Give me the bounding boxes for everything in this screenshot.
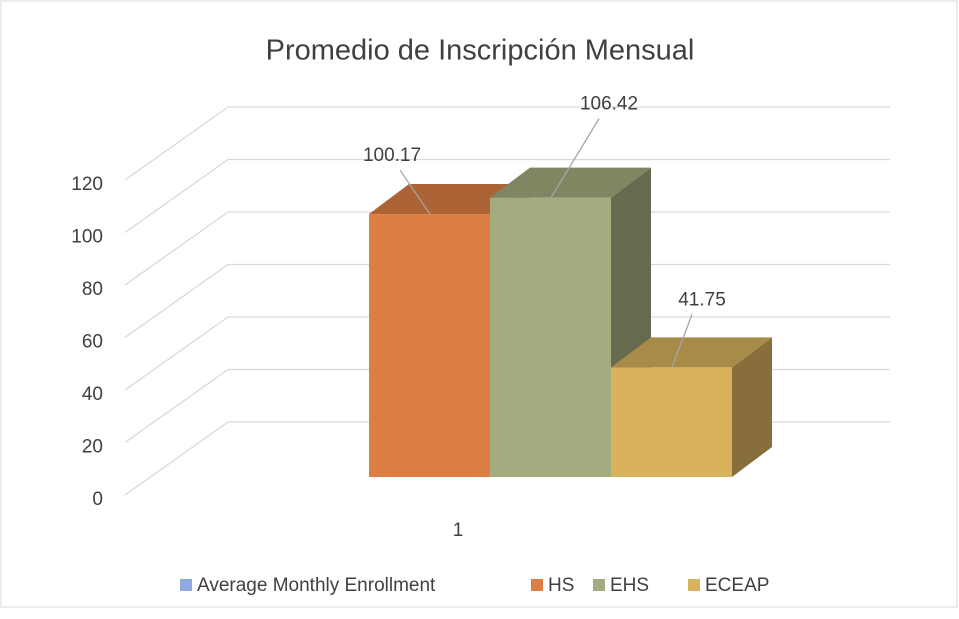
bar [611,367,732,477]
x-tick-label: 1 [453,520,464,541]
grid-line [124,263,890,339]
bar [369,214,490,477]
y-tick-label: 40 [82,384,103,405]
data-label: 106.42 [580,94,638,115]
leader-line [671,314,693,368]
data-label: 100.17 [363,145,421,166]
legend-label: HS [548,575,574,596]
bar-top [611,337,772,368]
y-tick-label: 100 [71,227,103,248]
legend-swatch [593,579,605,591]
data-label: 41.75 [678,289,726,310]
bar-top [369,184,530,215]
leader-line [550,118,600,198]
y-tick-label: 120 [71,174,103,195]
legend-swatch [180,579,192,591]
bar-side [732,337,772,477]
legend-label: ECEAP [705,575,769,596]
legend-swatch [531,579,543,591]
y-tick-label: 0 [92,489,103,510]
y-tick-label: 20 [82,437,103,458]
legend-label: EHS [610,575,649,596]
grid-line [124,106,890,181]
bar-top [490,167,651,198]
y-tick-label: 80 [82,279,103,300]
grid-line [124,211,890,286]
legend-swatch [688,579,700,591]
grid-line [124,158,890,234]
grid-line [124,316,890,391]
bar [490,197,611,477]
legend-label: Average Monthly Enrollment [197,575,436,596]
y-tick-label: 60 [82,332,103,353]
chart-title: Promedio de Inscripción Mensual [266,35,695,67]
leader-line [399,169,431,215]
